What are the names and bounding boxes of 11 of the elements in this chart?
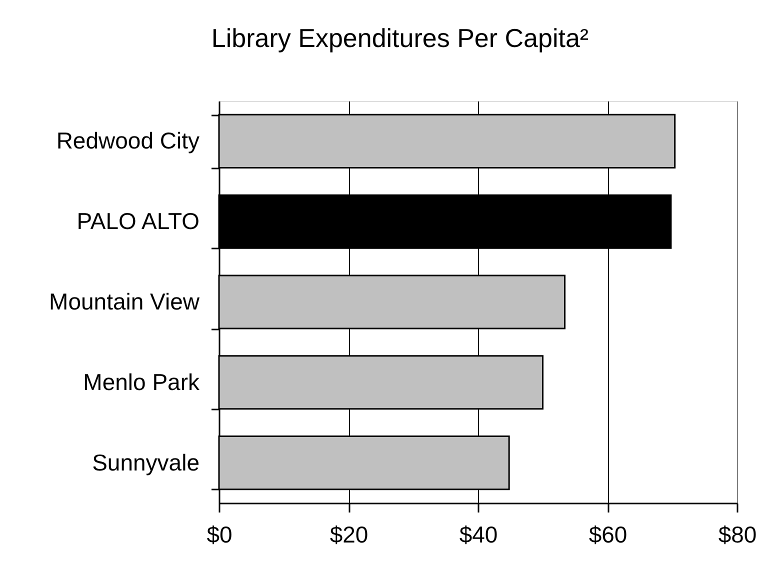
- y-tick-label: Sunnyvale: [92, 449, 200, 476]
- y-tick-label: Redwood City: [56, 128, 200, 154]
- x-tick-label: $20: [330, 522, 368, 548]
- y-tick-label: Mountain View: [49, 288, 200, 314]
- chart-title: Library Expenditures Per Capita²: [211, 23, 589, 53]
- y-tick-label: Menlo Park: [83, 368, 200, 395]
- x-tick-label: $40: [459, 522, 498, 548]
- x-tick-label: $80: [718, 522, 757, 548]
- x-tick-label: $0: [206, 522, 232, 548]
- x-tick-label: $60: [588, 522, 628, 548]
- y-tick-label: PALO ALTO: [76, 208, 200, 234]
